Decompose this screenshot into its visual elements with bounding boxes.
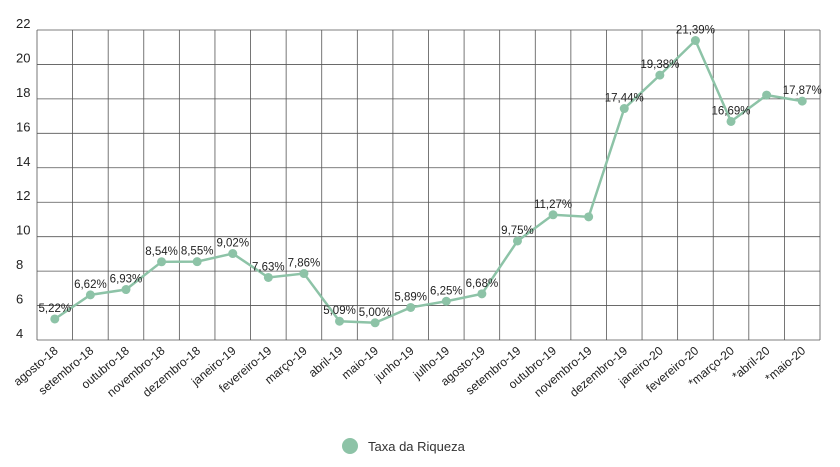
- data-point: [548, 210, 558, 220]
- data-label: 17,44%: [605, 93, 644, 105]
- y-tick-label: 10: [16, 223, 30, 238]
- data-label: 8,54%: [145, 246, 178, 258]
- data-point: [477, 289, 487, 299]
- x-tick-label: *maio-20: [762, 343, 808, 385]
- y-tick-label: 6: [16, 292, 23, 307]
- data-point: [335, 316, 345, 326]
- data-point: [512, 236, 522, 246]
- data-point: [192, 257, 202, 267]
- data-label: 5,00%: [359, 307, 392, 319]
- data-label: 6,25%: [430, 285, 463, 297]
- y-tick-label: 20: [16, 50, 30, 65]
- data-point: [797, 96, 807, 106]
- data-label: 5,09%: [323, 305, 356, 317]
- legend-marker-icon: [342, 438, 358, 454]
- y-tick-label: 14: [16, 154, 30, 169]
- data-point: [228, 249, 238, 259]
- data-label: 8,55%: [181, 246, 214, 258]
- data-point: [619, 104, 629, 114]
- data-label: 6,93%: [110, 274, 143, 286]
- x-tick-label: junho-19: [371, 343, 417, 385]
- data-label: 6,62%: [74, 279, 107, 291]
- data-point: [157, 257, 167, 267]
- data-label: 11,27%: [534, 199, 572, 211]
- data-label: 7,63%: [252, 261, 285, 273]
- data-point: [441, 296, 451, 306]
- y-tick-label: 16: [16, 119, 30, 134]
- series-line: [54, 38, 803, 325]
- data-label: 7,86%: [288, 258, 321, 270]
- data-label: 17,87%: [783, 85, 822, 97]
- data-point: [263, 272, 273, 282]
- data-point: [85, 290, 95, 300]
- x-tick-label: abril-19: [306, 343, 346, 380]
- data-label: 9,75%: [501, 225, 534, 237]
- data-point: [299, 269, 309, 279]
- y-tick-label: 8: [16, 257, 23, 272]
- data-point: [762, 90, 772, 100]
- data-label: 9,02%: [216, 238, 249, 250]
- data-point: [50, 314, 60, 324]
- data-point: [370, 318, 380, 328]
- data-label: 5,89%: [394, 291, 427, 303]
- y-tick-label: 22: [16, 16, 30, 31]
- y-tick-label: 12: [16, 188, 30, 203]
- data-label: 6,68%: [466, 278, 499, 290]
- data-label: 16,69%: [712, 105, 751, 117]
- data-label: 5,22%: [38, 303, 71, 315]
- y-tick-label: 4: [16, 326, 23, 341]
- y-tick-label: 18: [16, 85, 30, 100]
- data-point: [584, 212, 594, 222]
- data-point: [726, 116, 736, 126]
- data-point: [121, 285, 131, 295]
- data-point: [406, 302, 416, 312]
- data-point: [690, 36, 700, 46]
- line-chart: 46810121416182022agosto-18setembro-18out…: [11, 16, 822, 400]
- data-label: 21,39%: [676, 25, 715, 37]
- data-label: 19,38%: [640, 59, 679, 71]
- legend: Taxa da Riqueza: [342, 438, 465, 454]
- legend-label: Taxa da Riqueza: [368, 438, 465, 454]
- data-point: [655, 70, 665, 80]
